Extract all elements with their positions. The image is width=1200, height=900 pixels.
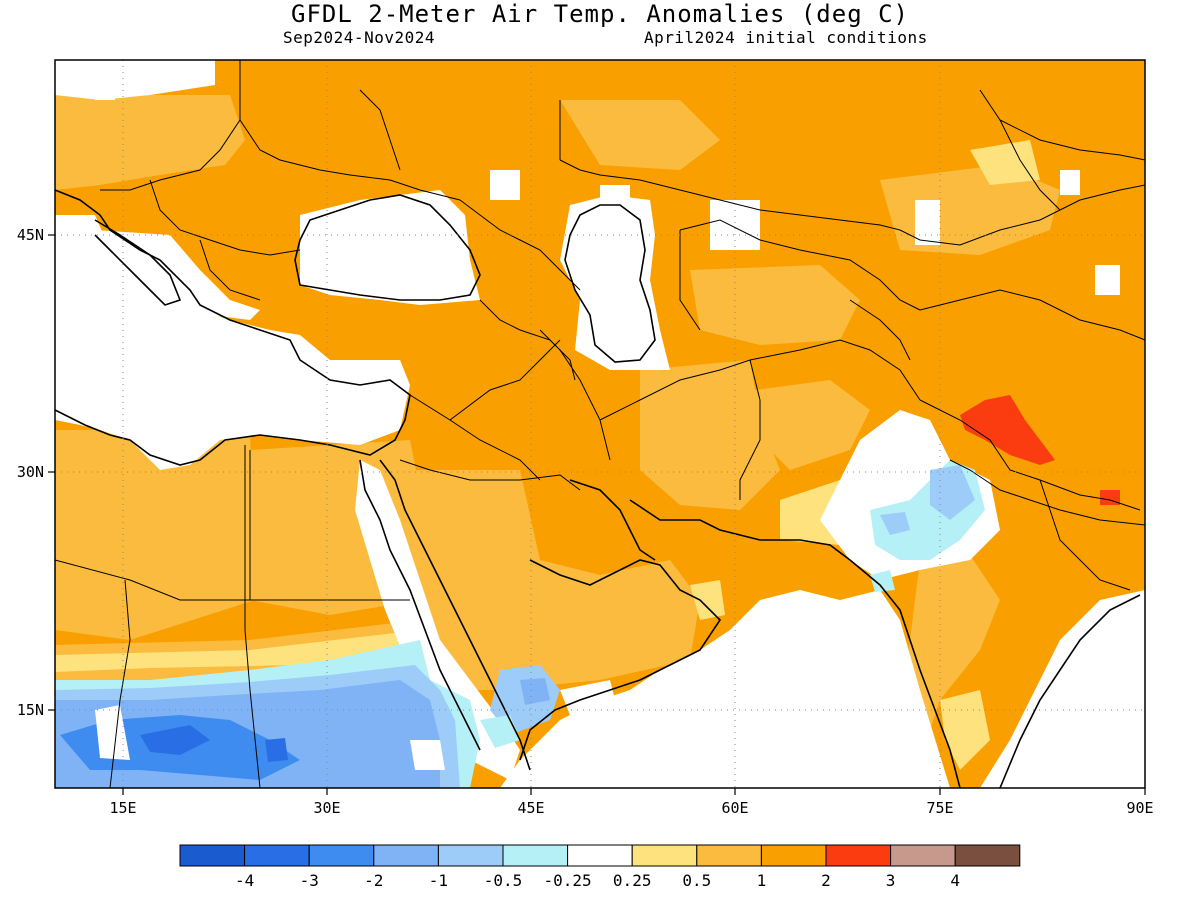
colorbar-label: 0.5 bbox=[682, 871, 711, 890]
lat-label-30n: 30N bbox=[17, 463, 44, 481]
sahel-cool-anomaly bbox=[55, 640, 560, 788]
colorbar-swatch bbox=[890, 844, 956, 867]
colorbar-label: 2 bbox=[821, 871, 831, 890]
tick-marks bbox=[48, 234, 1146, 795]
colorbar-swatch bbox=[373, 844, 439, 867]
lon-label-90e: 90E bbox=[1126, 799, 1153, 817]
lon-label-60e: 60E bbox=[721, 799, 748, 817]
colorbar-swatch bbox=[179, 844, 246, 867]
colorbar-swatch bbox=[954, 844, 1021, 867]
colorbar-label: -2 bbox=[364, 871, 383, 890]
colorbar bbox=[179, 844, 1021, 867]
anomaly-field bbox=[55, 60, 1145, 788]
initial-conditions: April2024 initial conditions bbox=[644, 28, 928, 47]
lon-label-15e: 15E bbox=[109, 799, 136, 817]
colorbar-label: -1 bbox=[429, 871, 448, 890]
lat-label-45n: 45N bbox=[17, 226, 44, 244]
colorbar-swatch bbox=[502, 844, 569, 867]
colorbar-swatch bbox=[631, 844, 698, 867]
colorbar-swatch bbox=[696, 844, 762, 867]
colorbar-swatch bbox=[825, 844, 892, 867]
forecast-period: Sep2024-Nov2024 bbox=[283, 28, 435, 47]
colorbar-label: -3 bbox=[300, 871, 319, 890]
colorbar-label: 1 bbox=[757, 871, 767, 890]
near-zero-regions bbox=[55, 60, 1145, 788]
lon-label-45e: 45E bbox=[517, 799, 544, 817]
map-title: GFDL 2-Meter Air Temp. Anomalies (deg C) bbox=[291, 0, 909, 28]
colorbar-label: 0.25 bbox=[613, 871, 652, 890]
colorbar-label: 3 bbox=[886, 871, 896, 890]
colorbar-label: 4 bbox=[950, 871, 960, 890]
borders bbox=[55, 60, 1145, 788]
colorbar-swatch bbox=[244, 844, 310, 867]
lon-label-75e: 75E bbox=[926, 799, 953, 817]
pakistan-cool-anomaly bbox=[870, 460, 985, 592]
longitude-labels: 15E 30E 45E 60E 75E 90E bbox=[109, 799, 1153, 817]
colorbar-labels: -4 -3 -2 -1 -0.5 -0.25 0.25 0.5 1 2 3 4 bbox=[235, 871, 960, 890]
lat-label-15n: 15N bbox=[17, 701, 44, 719]
latitude-labels: 45N 30N 15N bbox=[17, 226, 44, 719]
colorbar-swatch bbox=[308, 844, 375, 867]
colorbar-swatch bbox=[760, 844, 827, 867]
lon-label-30e: 30E bbox=[313, 799, 340, 817]
colorbar-label: -0.5 bbox=[484, 871, 523, 890]
colorbar-label: -4 bbox=[235, 871, 254, 890]
warm-anomaly-kashmir bbox=[960, 395, 1055, 465]
colorbar-label: -0.25 bbox=[544, 871, 592, 890]
colorbar-swatch bbox=[437, 844, 504, 867]
graticule bbox=[55, 60, 1145, 788]
map-frame bbox=[54, 59, 1146, 789]
colorbar-swatch bbox=[567, 844, 633, 867]
